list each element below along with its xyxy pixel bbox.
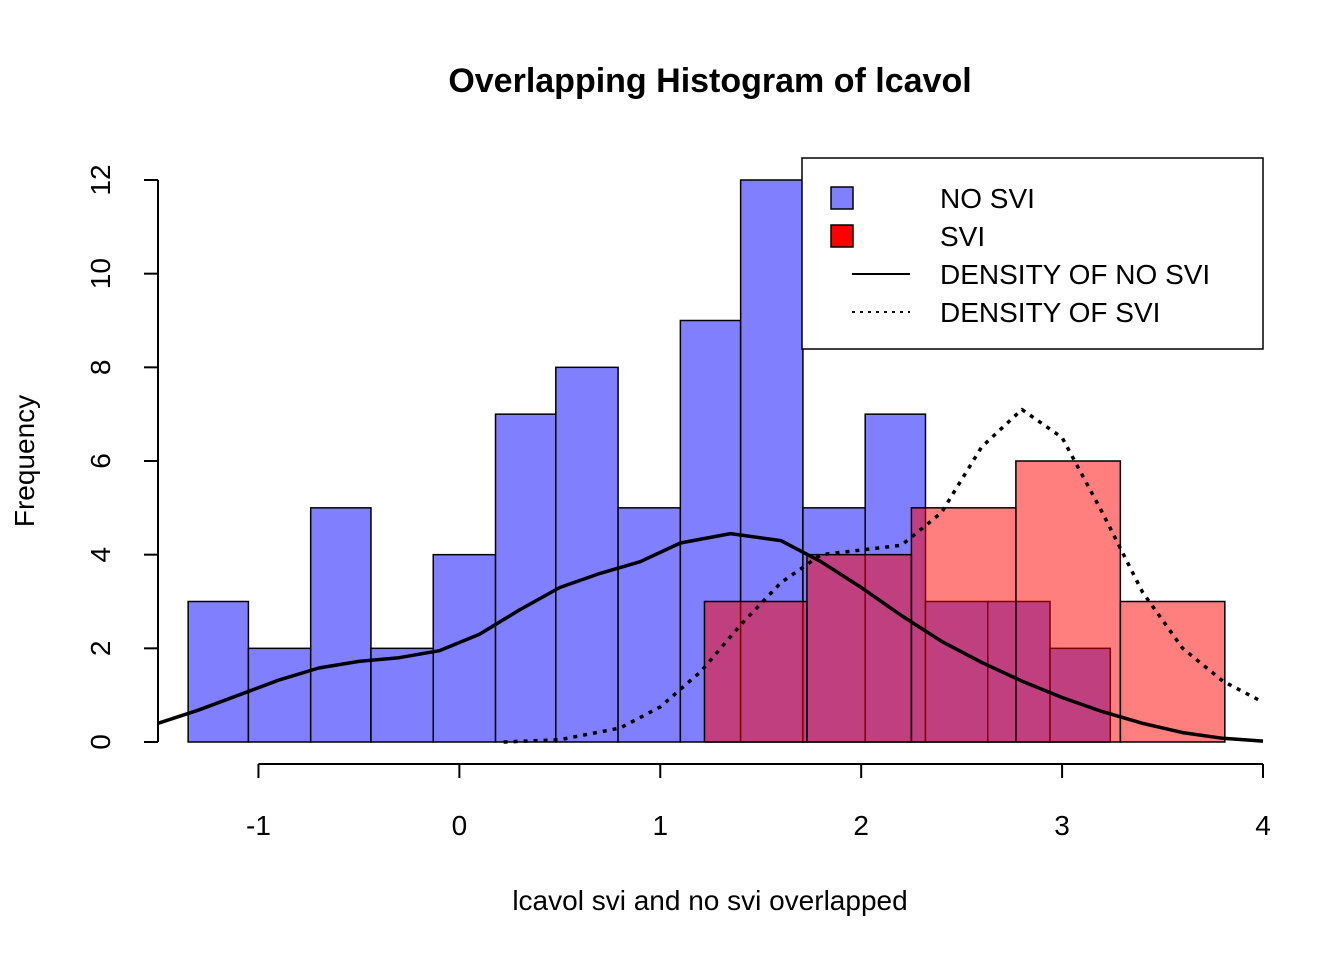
no-svi-bar-0 bbox=[187, 600, 250, 743]
y-tick-label-6: 12 bbox=[85, 164, 116, 195]
legend-label-1: SVI bbox=[940, 221, 985, 252]
no-svi-bar-6 bbox=[555, 366, 619, 743]
svi-bar-4 bbox=[1119, 600, 1226, 743]
no-svi-bar-7 bbox=[617, 507, 682, 743]
x-tick-label-4: 3 bbox=[1054, 810, 1070, 841]
legend-label-2: DENSITY OF NO SVI bbox=[940, 259, 1210, 290]
density-lines bbox=[157, 407, 1264, 744]
x-tick-label-1: 0 bbox=[452, 810, 468, 841]
y-axis: 0 2 4 6 8 10 12 bbox=[85, 164, 159, 750]
y-tick-label-4: 8 bbox=[85, 360, 116, 376]
density-svi-line bbox=[503, 407, 1264, 744]
y-tick-label-2: 4 bbox=[85, 547, 116, 563]
plot-area bbox=[157, 179, 1264, 744]
legend-swatch-1 bbox=[830, 224, 854, 248]
no-svi-bar-5 bbox=[494, 413, 557, 743]
svi-bars bbox=[703, 460, 1226, 743]
x-tick-label-5: 4 bbox=[1255, 810, 1271, 841]
x-tick-label-0: -1 bbox=[246, 810, 271, 841]
legend-swatch-0 bbox=[830, 186, 854, 210]
x-axis-label: lcavol svi and no svi overlapped bbox=[512, 885, 907, 916]
x-tick-label-2: 1 bbox=[652, 810, 668, 841]
y-tick-label-0: 0 bbox=[85, 734, 116, 750]
legend-label-0: NO SVI bbox=[940, 183, 1035, 214]
no-svi-bar-3 bbox=[370, 647, 434, 743]
svi-bar-2 bbox=[910, 507, 1017, 743]
no-svi-bar-1 bbox=[247, 647, 312, 743]
chart-title: Overlapping Histogram of lcavol bbox=[448, 62, 971, 100]
legend-label-3: DENSITY OF SVI bbox=[940, 297, 1160, 328]
legend-box bbox=[801, 157, 1264, 350]
y-tick-label-5: 10 bbox=[85, 258, 116, 289]
density-no-svi-line bbox=[157, 531, 1264, 743]
y-axis-label: Frequency bbox=[9, 395, 40, 527]
svi-bar-1 bbox=[806, 553, 913, 743]
svi-bar-3 bbox=[1015, 460, 1122, 743]
legend: NO SVI SVI DENSITY OF NO SVI DENSITY OF SVI bbox=[801, 157, 1264, 350]
x-axis: -1 0 1 2 3 4 bbox=[246, 763, 1271, 841]
y-tick-label-3: 6 bbox=[85, 453, 116, 469]
no-svi-bar-2 bbox=[309, 507, 372, 743]
y-tick-label-1: 2 bbox=[85, 641, 116, 657]
x-tick-label-3: 2 bbox=[853, 810, 869, 841]
svi-bar-0 bbox=[703, 600, 808, 743]
